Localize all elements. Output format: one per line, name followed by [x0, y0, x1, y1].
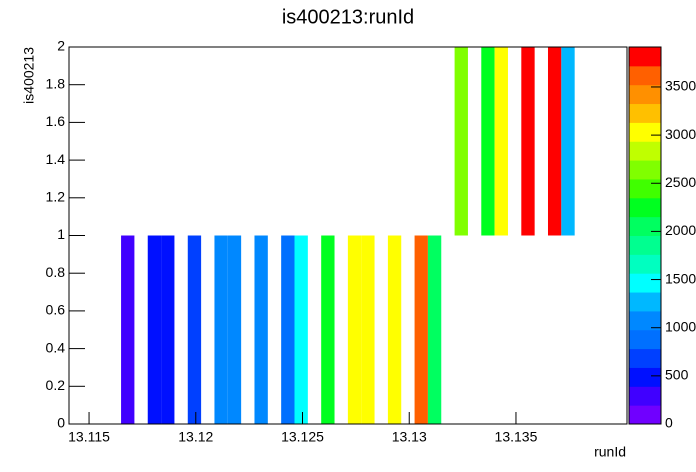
palette-band [629, 367, 661, 387]
x-tick-label: 13.125 [281, 429, 324, 445]
x-tick-label: 13.115 [68, 429, 110, 445]
palette-band [629, 103, 661, 123]
palette-band [629, 178, 661, 199]
cell [321, 235, 335, 424]
cell [281, 235, 295, 424]
z-tick-label: 0 [665, 415, 673, 431]
y-tick-label: 1.8 [46, 75, 66, 91]
cell [147, 235, 162, 424]
cell [121, 235, 135, 424]
z-tick-label: 2500 [665, 174, 696, 190]
cell [427, 235, 442, 424]
cell [161, 235, 175, 424]
cell [294, 235, 308, 424]
z-tick-label: 3000 [665, 126, 696, 142]
z-tick-label: 1000 [665, 318, 696, 334]
cell [547, 47, 562, 236]
palette-frame [628, 46, 662, 425]
y-tick-label: 1.6 [46, 113, 66, 129]
palette-band [629, 405, 661, 425]
cell [414, 235, 428, 424]
cell [254, 235, 268, 424]
palette-band [629, 122, 661, 142]
palette-band [629, 254, 661, 274]
cell [361, 235, 375, 424]
cell [387, 235, 402, 424]
palette-band [629, 160, 661, 180]
x-tick-label: 13.135 [495, 429, 538, 445]
z-tick-label: 2000 [665, 222, 696, 238]
cell [454, 47, 468, 236]
y-axis-label: is400213 [21, 47, 37, 104]
cell [214, 235, 228, 424]
y-tick-label: 0 [57, 415, 65, 431]
palette-band [629, 273, 661, 293]
cell [521, 47, 535, 236]
y-tick-label: 1.2 [46, 189, 66, 205]
y-tick-label: 0.6 [46, 302, 66, 318]
palette-band [629, 84, 661, 105]
palette-band [629, 386, 661, 406]
x-tick-label: 13.13 [392, 429, 427, 445]
y-tick-label: 0.8 [46, 264, 66, 280]
cell [227, 235, 242, 424]
z-tick-label: 1500 [665, 270, 696, 286]
palette-band [629, 292, 661, 312]
palette-band [629, 235, 661, 255]
palette-band [629, 216, 661, 236]
y-tick-label: 0.4 [46, 339, 66, 355]
y-tick-label: 1.4 [46, 151, 66, 167]
cell [561, 47, 575, 236]
y-tick-label: 2 [57, 38, 65, 54]
cell [481, 47, 495, 236]
z-tick-label: 500 [665, 367, 689, 383]
cell [494, 47, 508, 236]
y-tick-label: 1 [57, 226, 65, 242]
cell [347, 235, 362, 424]
z-tick-label: 3500 [665, 78, 696, 94]
palette-band [629, 47, 661, 67]
x-tick-label: 13.12 [178, 429, 213, 445]
y-tick-label: 0.2 [46, 377, 66, 393]
palette-band [629, 310, 661, 331]
x-axis-label: runId [594, 444, 626, 460]
cell [187, 235, 202, 424]
palette-band [629, 65, 661, 86]
palette-band [629, 141, 661, 161]
palette-band [629, 197, 661, 218]
chart-title: is400213:runId [282, 6, 414, 28]
palette-band [629, 329, 661, 350]
palette-band [629, 348, 661, 368]
